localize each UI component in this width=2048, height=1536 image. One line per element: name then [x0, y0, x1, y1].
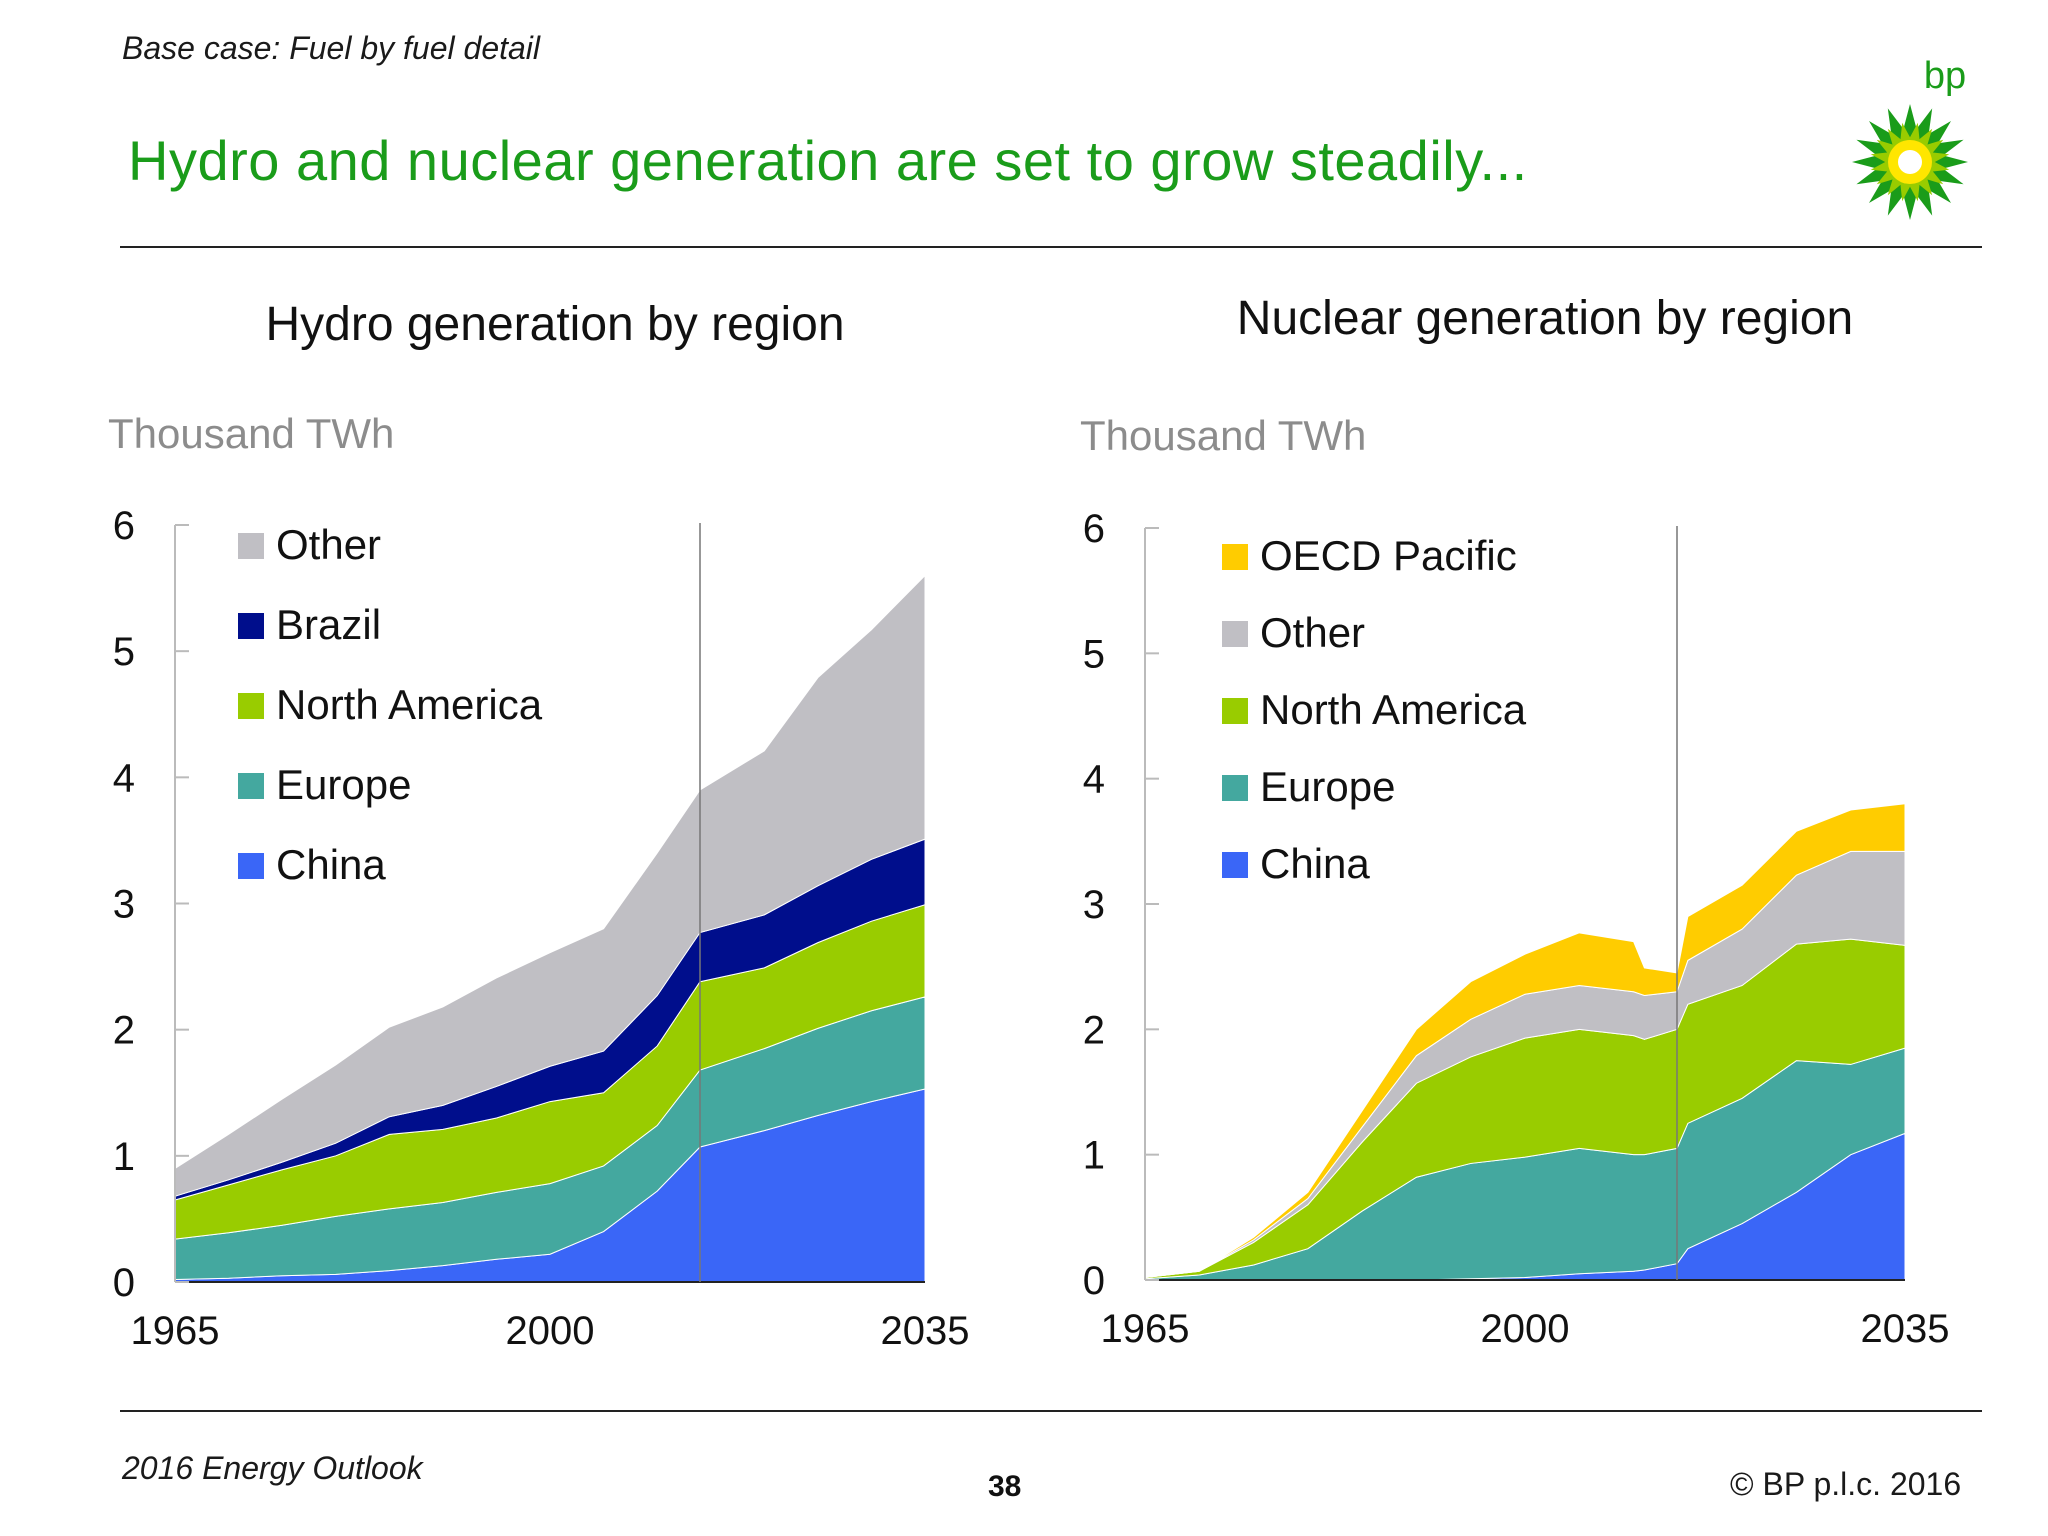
legend-label: North America	[276, 681, 543, 728]
x-tick-label: 1965	[1101, 1307, 1190, 1351]
legend-swatch	[238, 853, 264, 879]
y-tick-label: 5	[1083, 632, 1105, 676]
area-other	[174, 574, 926, 1197]
legend-label: Other	[276, 521, 381, 568]
bp-helios-logo-icon: bp	[1852, 55, 1968, 220]
legend-swatch	[238, 693, 264, 719]
x-tick-label: 1965	[131, 1309, 220, 1353]
x-tick-label: 2000	[1481, 1307, 1570, 1351]
legend-swatch	[1222, 775, 1248, 801]
chart-title: Nuclear generation by region	[1237, 292, 1853, 345]
page-number: 38	[988, 1470, 1022, 1503]
copyright: © BP p.l.c. 2016	[1730, 1466, 1962, 1502]
logo-core	[1898, 150, 1922, 174]
legend-swatch	[1222, 698, 1248, 724]
slide-headline: Hydro and nuclear generation are set to …	[128, 129, 1528, 192]
slide-subtitle: Base case: Fuel by fuel detail	[122, 30, 541, 66]
bp-logo: bp	[1850, 50, 1980, 220]
legend-label: Brazil	[276, 601, 381, 648]
legend-swatch	[238, 773, 264, 799]
footer-publication: 2016 Energy Outlook	[122, 1450, 423, 1486]
legend-label: OECD Pacific	[1260, 532, 1517, 579]
bottom-divider	[120, 1410, 1982, 1412]
legend-swatch	[1222, 544, 1248, 570]
y-tick-label: 6	[1083, 507, 1105, 551]
y-tick-label: 2	[113, 1009, 135, 1053]
legend-label: North America	[1260, 686, 1527, 733]
y-tick-label: 3	[113, 883, 135, 927]
legend-swatch	[1222, 621, 1248, 647]
y-tick-label: 4	[1083, 758, 1105, 802]
area-oecd-pacific	[1144, 803, 1906, 1278]
x-tick-label: 2035	[1861, 1307, 1950, 1351]
legend-label: China	[1260, 840, 1370, 887]
legend-swatch	[238, 613, 264, 639]
y-axis-unit-label: Thousand TWh	[108, 410, 394, 457]
y-tick-label: 1	[113, 1135, 135, 1179]
legend-label: Europe	[276, 761, 411, 808]
x-tick-label: 2000	[506, 1309, 595, 1353]
chart-2: Nuclear generation by region Thousand TWh…	[1080, 292, 1949, 1351]
y-tick-label: 1	[1083, 1134, 1105, 1178]
top-divider	[120, 246, 1982, 248]
y-tick-label: 4	[113, 756, 135, 800]
chart-title: Hydro generation by region	[265, 298, 844, 351]
legend-label: Other	[1260, 609, 1365, 656]
x-tick-label: 2035	[881, 1309, 970, 1353]
y-tick-label: 6	[113, 504, 135, 548]
legend-swatch	[238, 533, 264, 559]
y-axis-unit-label: Thousand TWh	[1080, 412, 1366, 459]
legend-label: Europe	[1260, 763, 1395, 810]
legend-label: China	[276, 841, 386, 888]
y-tick-label: 0	[1083, 1259, 1105, 1303]
y-tick-label: 5	[113, 630, 135, 674]
y-tick-label: 3	[1083, 883, 1105, 927]
logo-text: bp	[1924, 55, 1966, 97]
y-tick-label: 2	[1083, 1008, 1105, 1052]
y-tick-label: 0	[113, 1261, 135, 1305]
legend-swatch	[1222, 852, 1248, 878]
